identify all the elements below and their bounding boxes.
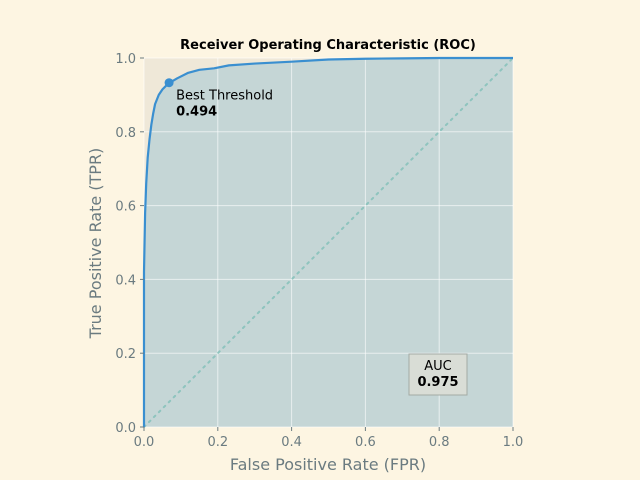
best-threshold-point xyxy=(164,78,174,88)
x-tick-label: 0.2 xyxy=(207,435,228,450)
chart-title: Receiver Operating Characteristic (ROC) xyxy=(180,38,476,53)
axis-ticks: 0.0 0.2 0.4 0.6 0.8 1.0 0.0 0.2 0.4 0.6 0.8 1.0 xyxy=(115,52,523,450)
x-axis-label: False Positive Rate (FPR) xyxy=(230,455,426,474)
x-tick-label: 0.6 xyxy=(355,435,376,450)
best-threshold-label: Best Threshold xyxy=(176,89,273,104)
x-tick-label: 1.0 xyxy=(503,435,524,450)
y-tick-label: 0.8 xyxy=(115,126,136,141)
x-tick-label: 0.0 xyxy=(134,435,155,450)
y-tick-label: 0.0 xyxy=(115,421,136,436)
auc-value: 0.975 xyxy=(417,375,458,390)
random-classifier-diagonal xyxy=(143,57,514,428)
y-tick-label: 1.0 xyxy=(115,52,136,67)
x-tick-label: 0.4 xyxy=(281,435,302,450)
y-tick-label: 0.4 xyxy=(115,273,136,288)
y-tick-label: 0.6 xyxy=(115,200,136,215)
auc-label: AUC xyxy=(424,359,452,374)
y-axis-label: True Positive Rate (TPR) xyxy=(86,148,105,340)
auc-box xyxy=(408,353,468,396)
best-threshold-value: 0.494 xyxy=(176,105,217,120)
y-tick-label: 0.2 xyxy=(115,347,136,362)
x-tick-label: 0.8 xyxy=(429,435,450,450)
roc-curve-line xyxy=(142,56,513,427)
